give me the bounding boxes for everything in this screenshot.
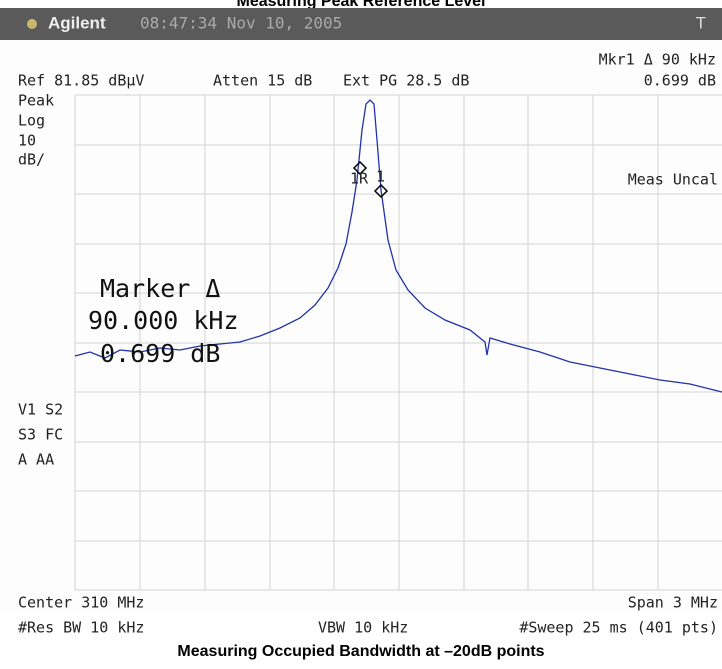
left-label: Log — [18, 112, 45, 130]
mode-label: A AA — [18, 451, 54, 469]
mode-label: S3 FC — [18, 426, 63, 444]
meas-uncal: Meas Uncal — [628, 171, 718, 189]
bottom-caption: Measuring Occupied Bandwidth at –20dB po… — [177, 643, 544, 660]
sweep: #Sweep 25 ms (401 pts) — [519, 619, 718, 637]
mode-label: V1 S2 — [18, 401, 63, 419]
trace — [74, 99, 722, 393]
vbw: VBW 10 kHz — [318, 619, 408, 637]
marker-tag: 1R — [350, 170, 369, 188]
graticule — [74, 94, 722, 591]
ext-pg: Ext PG 28.5 dB — [343, 72, 469, 90]
res-bw: #Res BW 10 kHz — [18, 619, 144, 637]
brand-logo — [27, 19, 37, 29]
timestamp: 08:47:34 Nov 10, 2005 — [140, 14, 342, 33]
ref-level: Ref 81.85 dBµV — [18, 72, 144, 90]
span: Span 3 MHz — [628, 594, 718, 612]
marker-box-line: 90.000 kHz — [88, 306, 239, 335]
marker-readout: Mkr1 Δ 90 kHz — [599, 51, 716, 69]
marker-box-line: Marker Δ — [100, 274, 220, 303]
left-label: 10 — [18, 132, 36, 150]
marker-value: 0.699 dB — [644, 72, 716, 90]
brand: Agilent — [48, 13, 106, 32]
left-label: Peak — [18, 92, 54, 110]
top-caption: Measuring Peak Reference Level — [236, 0, 485, 10]
center-freq: Center 310 MHz — [18, 594, 144, 612]
attenuation: Atten 15 dB — [213, 72, 312, 90]
marker-tag: 1 — [376, 168, 385, 186]
trigger: T — [696, 13, 706, 32]
left-label: dB/ — [18, 151, 45, 169]
marker-diamonds — [352, 160, 389, 199]
header-bar — [0, 8, 722, 40]
marker-box-line: 0.699 dB — [100, 339, 220, 368]
